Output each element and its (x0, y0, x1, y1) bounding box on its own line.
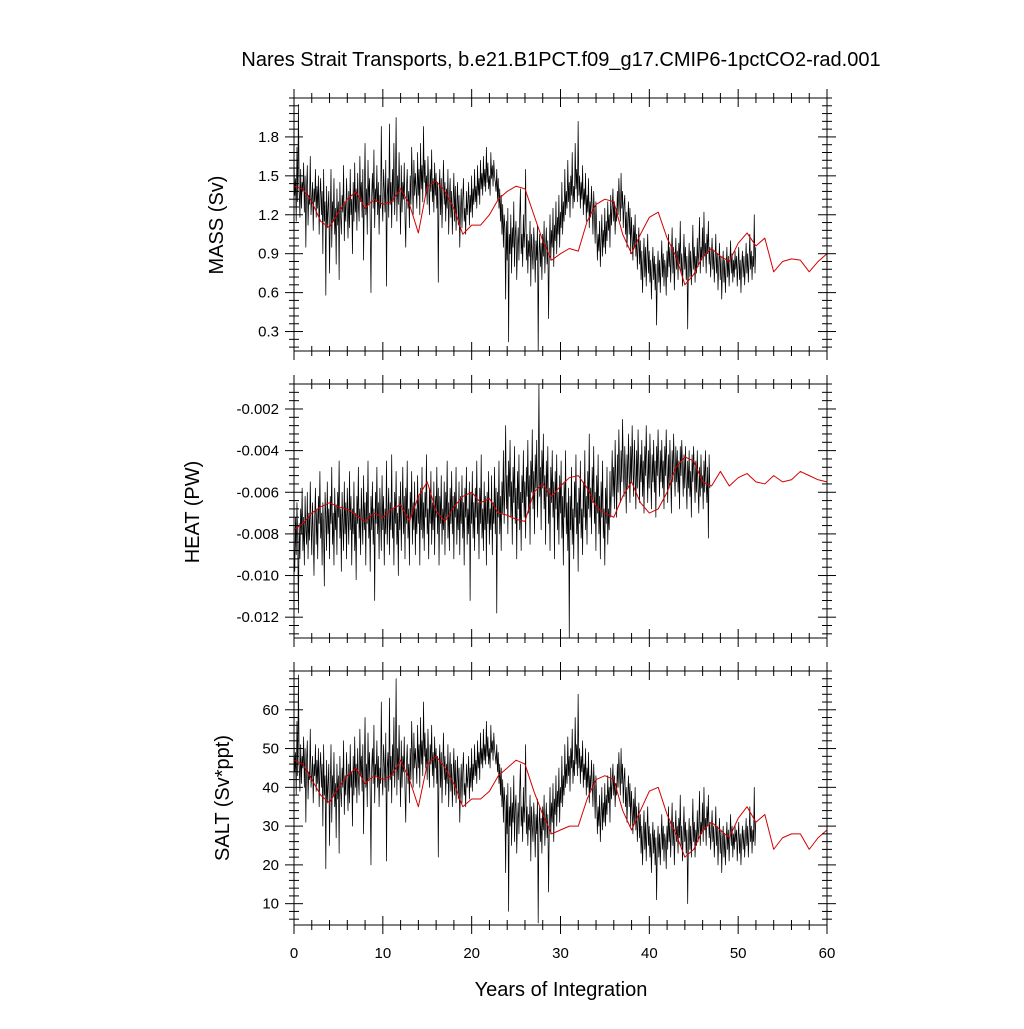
mass-y-tick-label: 0.9 (258, 246, 279, 263)
mass-raw-series-line (294, 104, 757, 351)
x-tick-label: 40 (641, 945, 658, 962)
salt-data-marks (294, 674, 827, 924)
x-tick-label: 50 (730, 945, 747, 962)
salt-y-tick-label: 50 (262, 741, 279, 758)
x-tick-label: 20 (463, 945, 480, 962)
heat-smoothed-series-line (294, 456, 827, 531)
salt-y-tick-label: 10 (262, 896, 279, 913)
mass-y-tick-label: 1.5 (258, 168, 279, 185)
chart-title: Nares Strait Transports, b.e21.B1PCT.f09… (241, 49, 880, 71)
salt-smoothed-series-line (294, 755, 827, 858)
mass-smoothed-series-line (294, 180, 827, 286)
mass-y-tick-label: 0.6 (258, 285, 279, 302)
mass-y-tick-label: 0.3 (258, 324, 279, 341)
x-tick-label: 0 (290, 945, 298, 962)
mass-data-marks (294, 104, 827, 351)
heat-y-tick-label: -0.010 (236, 568, 279, 585)
mass-y-tick-label: 1.8 (258, 129, 279, 146)
heat-y-axis-label: HEAT (PW) (182, 461, 204, 564)
salt-raw-series-line (294, 674, 757, 924)
x-tick-label: 60 (819, 945, 836, 962)
panel-mass: 0.3 0.6 0.9 1.2 1.5 1.8 MASS (Sv) (206, 89, 836, 360)
panel-salt: 10 20 30 40 50 60 0 10 20 30 40 50 60 SALT (Sv*ppt) (212, 662, 836, 962)
salt-y-tick-label: 40 (262, 779, 279, 796)
mass-y-axis-label: MASS (Sv) (206, 176, 228, 275)
heat-data-marks (294, 384, 827, 638)
salt-y-tick-label: 20 (262, 857, 279, 874)
heat-y-tick-label: -0.004 (236, 443, 279, 460)
salt-y-tick-label: 30 (262, 818, 279, 835)
heat-y-tick-label: -0.006 (236, 484, 279, 501)
x-axis-label: Years of Integration (475, 979, 648, 1001)
heat-y-tick-label: -0.012 (236, 609, 279, 626)
salt-axes: 10 20 30 40 50 60 0 10 20 30 40 50 60 (262, 662, 836, 962)
heat-y-tick-label: -0.002 (236, 401, 279, 418)
x-tick-label: 30 (552, 945, 569, 962)
mass-axes: 0.3 0.6 0.9 1.2 1.5 1.8 (258, 89, 836, 360)
x-tick-label: 10 (374, 945, 391, 962)
heat-axes: -0.012 -0.010 -0.008 -0.006 -0.004 -0.002 (236, 375, 836, 647)
salt-y-tick-label: 60 (262, 702, 279, 719)
heat-y-tick-label: -0.008 (236, 526, 279, 543)
salt-y-axis-label: SALT (Sv*ppt) (212, 735, 234, 861)
mass-y-tick-label: 1.2 (258, 207, 279, 224)
panel-heat: -0.012 -0.010 -0.008 -0.006 -0.004 -0.002 HEA… (182, 375, 836, 647)
heat-raw-series-line (294, 384, 711, 638)
